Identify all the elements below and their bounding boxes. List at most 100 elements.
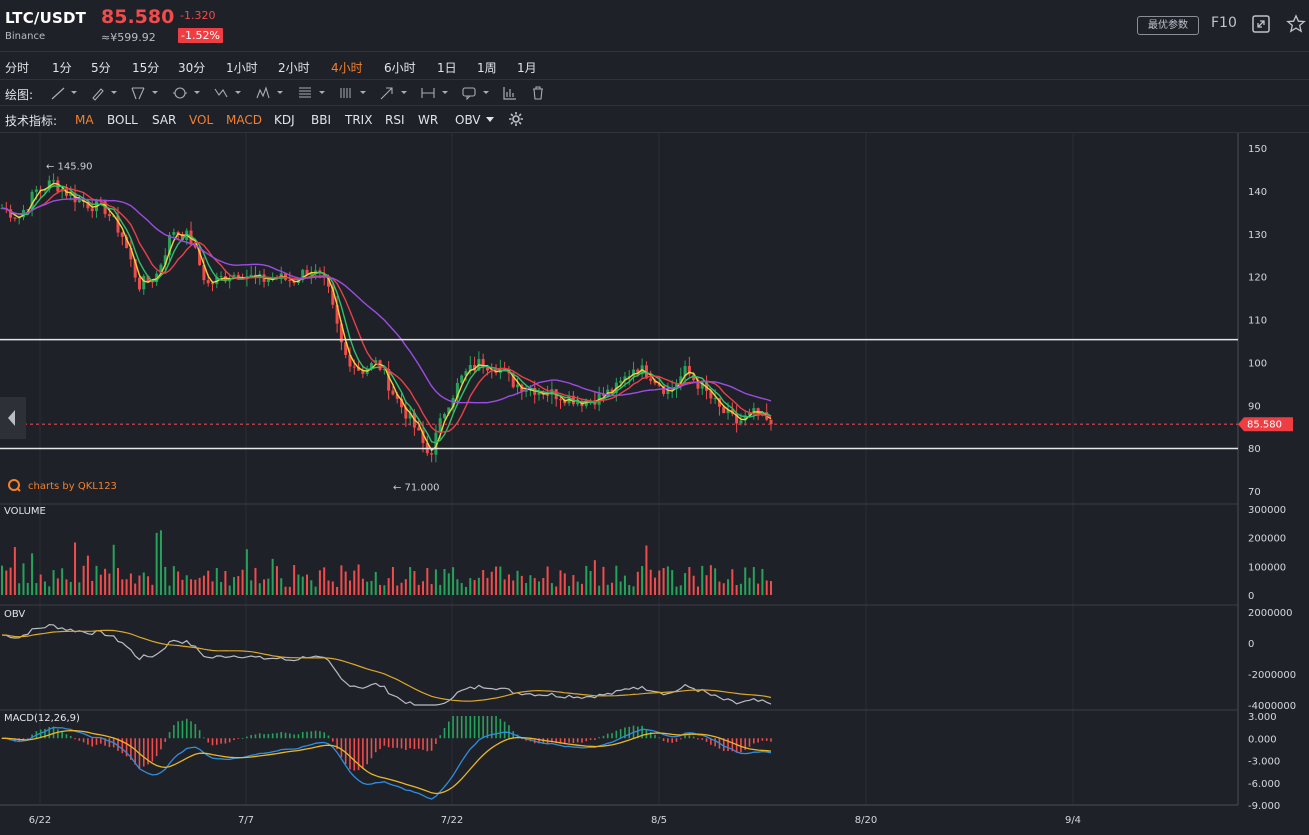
candle	[344, 342, 348, 355]
indicator-kdj[interactable]: KDJ	[274, 113, 295, 127]
period-tab-active[interactable]: 4小时	[331, 61, 363, 75]
best-params-button[interactable]: 最优参数	[1137, 16, 1199, 35]
wave-tool-icon[interactable]	[213, 85, 245, 101]
trash-icon[interactable]	[530, 85, 546, 101]
volume-bar	[512, 580, 515, 595]
comment-tool-icon[interactable]	[461, 85, 493, 101]
volume-bar	[499, 566, 502, 595]
indicator-sar[interactable]: SAR	[152, 113, 177, 127]
volume-bar	[271, 558, 274, 595]
candle	[125, 236, 129, 249]
macd-bar	[44, 728, 46, 739]
period-tab[interactable]: 1小时	[226, 61, 258, 75]
macd-bar	[91, 738, 94, 747]
macd-bar	[705, 738, 708, 742]
macd-bar	[198, 730, 201, 739]
volume-bar	[215, 567, 218, 595]
period-tab[interactable]: 30分	[178, 61, 206, 75]
macd-bar	[327, 735, 330, 739]
indicator-vol[interactable]: VOL	[189, 113, 214, 127]
macd-bar	[658, 737, 661, 739]
candle	[709, 390, 713, 399]
macd-bar	[100, 738, 102, 744]
volume-bar	[323, 567, 326, 595]
arrow-tool-icon[interactable]	[379, 85, 411, 101]
candle	[516, 384, 520, 388]
volume-bar	[108, 573, 111, 595]
candle	[13, 217, 17, 219]
period-tab[interactable]: 1日	[437, 61, 457, 75]
volume-bars	[1, 530, 772, 595]
line-tool-icon[interactable]	[50, 85, 80, 101]
macd-bar	[405, 738, 407, 751]
period-tab[interactable]: 1月	[517, 61, 537, 75]
circle-tool-icon[interactable]	[172, 85, 204, 101]
indicator-ma[interactable]: MA	[75, 113, 94, 127]
macd-line	[2, 729, 772, 795]
macd-bar	[246, 736, 248, 739]
pen-tool-icon[interactable]	[90, 85, 120, 101]
gann-tool-icon[interactable]	[338, 85, 370, 101]
period-tab[interactable]: 5分	[91, 61, 111, 75]
indicator-boll[interactable]: BOLL	[107, 113, 138, 127]
volume-bar	[611, 582, 614, 595]
volume-bar	[546, 566, 549, 595]
macd-bar	[637, 726, 639, 739]
candle	[52, 180, 56, 182]
volume-bar	[241, 569, 244, 595]
candle	[228, 279, 232, 282]
volume-bar	[147, 576, 150, 595]
measure-tool-icon[interactable]	[420, 85, 452, 101]
macd-bar	[203, 737, 205, 739]
chevron-down-icon[interactable]	[486, 117, 494, 123]
indicator-bbi[interactable]: BBI	[311, 113, 332, 127]
volume-bar	[198, 577, 201, 595]
scroll-left-button[interactable]	[0, 397, 26, 439]
pattern-tool-icon[interactable]	[255, 85, 287, 101]
y-tick-label: -4000000	[1248, 701, 1296, 712]
volume-bar	[95, 565, 98, 595]
period-tab[interactable]: 2小时	[278, 61, 310, 75]
star-icon[interactable]	[1286, 14, 1306, 34]
channel-tool-icon[interactable]	[130, 85, 162, 101]
candle	[395, 394, 399, 399]
candle	[404, 407, 408, 419]
macd-title: MACD(12,26,9)	[4, 713, 80, 724]
indicator-wr[interactable]: WR	[418, 113, 439, 127]
indicator-rsi[interactable]: RSI	[385, 113, 405, 127]
candle	[481, 359, 485, 368]
volume-bar	[580, 583, 583, 595]
volume-bar	[572, 575, 575, 595]
volume-bar	[306, 574, 309, 595]
macd-bar	[675, 738, 678, 742]
fib-tool-icon[interactable]	[297, 85, 329, 101]
period-tab[interactable]: 1分	[52, 61, 72, 75]
period-tab[interactable]: 15分	[132, 61, 160, 75]
macd-bar	[460, 716, 463, 739]
watermark-text: charts by QKL123	[28, 481, 117, 492]
period-tab[interactable]: 1周	[477, 61, 497, 75]
fullscreen-icon[interactable]	[1252, 15, 1270, 33]
volume-bar	[413, 571, 416, 595]
volume-bar	[529, 575, 532, 595]
volume-bar	[379, 584, 382, 595]
period-tab[interactable]: 6小时	[384, 61, 416, 75]
candle	[305, 269, 309, 276]
candle	[202, 265, 206, 281]
bars-tool-icon[interactable]	[502, 85, 518, 101]
macd-bar	[735, 738, 738, 753]
volume-bar	[765, 580, 768, 595]
y-tick-label: 100	[1248, 358, 1267, 369]
gear-icon[interactable]	[508, 111, 524, 127]
macd-bar	[576, 738, 579, 743]
indicator-trix[interactable]: TRIX	[345, 113, 373, 127]
indicator-obv[interactable]: OBV	[455, 113, 481, 127]
volume-bar	[452, 567, 455, 595]
macd-bar	[254, 734, 257, 739]
period-tab[interactable]: 分时	[5, 61, 30, 75]
f10-button[interactable]: F10	[1211, 15, 1237, 31]
macd-bar	[353, 738, 356, 771]
macd-bar	[589, 738, 592, 740]
indicator-macd[interactable]: MACD	[226, 113, 262, 127]
kline-chart[interactable]: 85.580 ← 145.90 ← 71.000 charts by QKL12…	[0, 133, 1309, 835]
